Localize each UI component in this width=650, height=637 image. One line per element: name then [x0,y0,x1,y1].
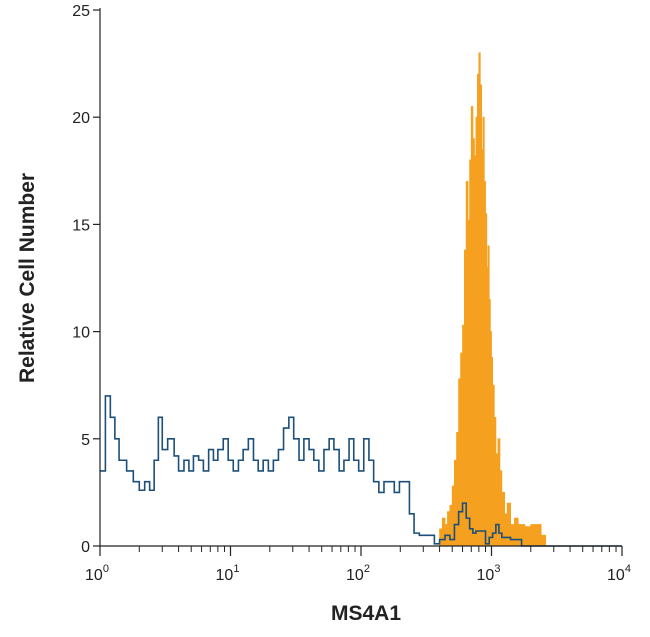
y-tick-label: 25 [72,3,90,20]
x-tick-label: 102 [346,563,370,584]
outline-histogram-layer [100,395,622,547]
x-tick-label: 100 [85,563,109,584]
x-tick-label: 103 [477,563,501,584]
y-tick-label: 10 [72,325,90,342]
x-tick-label: 101 [216,563,240,584]
filled-histogram-series [433,52,547,547]
y-axis-title: Relative Cell Number [16,173,39,383]
tick-marks-and-labels: 0 5 10 15 20 25 100 101 102 103 104 [72,3,631,584]
x-tick-label: 104 [607,563,631,584]
y-tick-label: 0 [81,539,90,556]
filled-histogram-layer [433,52,547,547]
y-tick-label: 5 [81,432,90,449]
y-tick-label: 20 [72,110,90,127]
outline-histogram-series [100,395,622,547]
y-tick-label: 15 [72,217,90,234]
x-axis-title: MS4A1 [331,602,401,625]
